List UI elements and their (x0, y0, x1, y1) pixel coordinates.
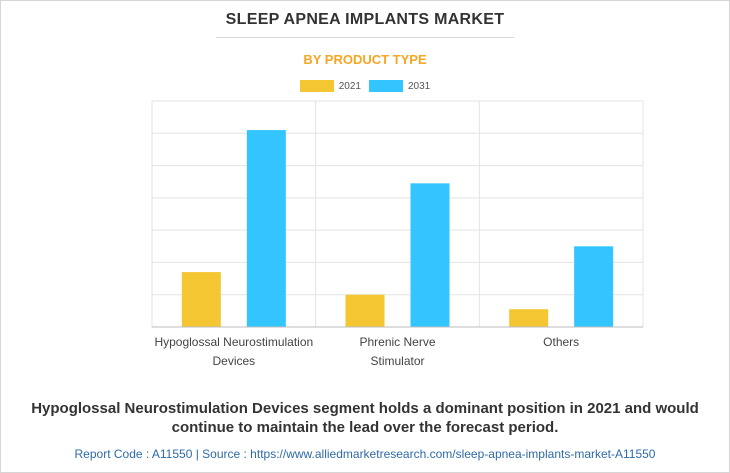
legend-label-2031: 2031 (408, 80, 431, 92)
legend: 2021 2031 (0, 80, 730, 92)
category-label: Stimulator (370, 354, 424, 368)
legend-swatch-2021 (299, 80, 334, 92)
key-takeaway: Hypoglossal Neurostimulation Devices seg… (31, 400, 699, 436)
category-label: Others (543, 335, 579, 349)
bar-2031 (410, 183, 450, 327)
bar-2021 (509, 309, 549, 327)
legend-label-2021: 2021 (338, 80, 361, 92)
legend-item-2021: 2021 (299, 80, 361, 92)
bar-2031 (574, 246, 614, 327)
chart-subtitle: BY PRODUCT TYPE (303, 52, 427, 67)
title-divider (216, 37, 514, 38)
legend-item-2031: 2031 (369, 80, 430, 92)
bar-2031 (246, 130, 286, 327)
bar-2021 (181, 272, 221, 327)
category-label: Phrenic Nerve (359, 335, 435, 349)
legend-swatch-2031 (369, 80, 403, 92)
category-label: Devices (212, 354, 255, 368)
chart-title: SLEEP APNEA IMPLANTS MARKET (225, 11, 505, 28)
source-footer: Report Code : A11550 | Source : https://… (74, 447, 656, 461)
category-label: Hypoglossal Neurostimulation (154, 335, 313, 349)
bar-2021 (345, 294, 385, 327)
